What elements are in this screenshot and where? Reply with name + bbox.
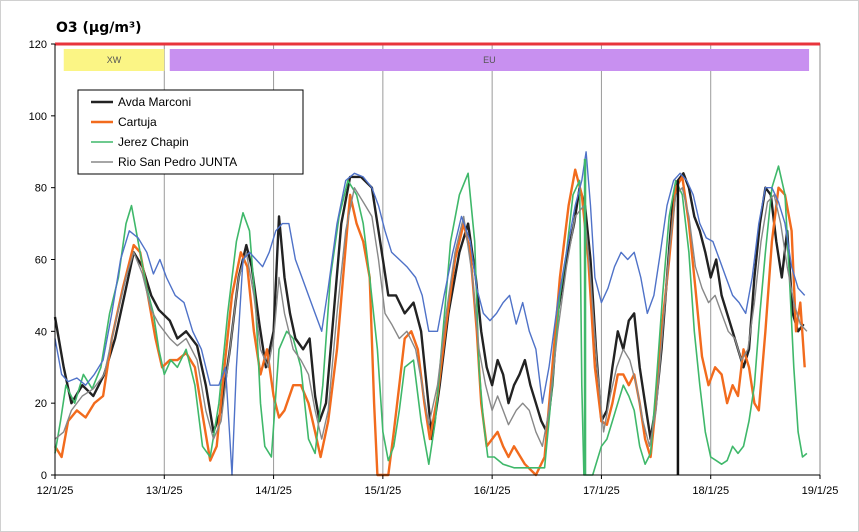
series-line-4 <box>54 151 806 476</box>
y-tick-label: 20 <box>35 398 47 410</box>
x-tick-label: 19/1/25 <box>802 485 839 497</box>
series-lines <box>53 151 808 477</box>
x-tick-label: 13/1/25 <box>146 485 183 497</box>
chart-title: O3 (µg/m³) <box>56 20 142 36</box>
x-tick-label: 12/1/25 <box>37 485 74 497</box>
legend-label: Avda Marconi <box>118 95 191 109</box>
legend: Avda Marconi Cartuja Jerez Chapin Rio San P… <box>77 89 304 175</box>
legend-box <box>77 89 304 175</box>
x-tick-label: 16/1/25 <box>474 485 511 497</box>
y-tick-label: 0 <box>41 470 47 482</box>
y-tick-label: 40 <box>35 326 47 338</box>
band-xw <box>63 49 165 71</box>
legend-label: Cartuja <box>118 115 157 129</box>
legend-label: Rio San Pedro JUNTA <box>118 155 237 169</box>
y-tick-label: 60 <box>35 255 47 267</box>
x-tick-label: 18/1/25 <box>692 485 729 497</box>
axes: 0 20 40 60 80 100 120 12/1/25 13/1/25 14/1/25 15/1… <box>29 39 839 497</box>
x-tick-label: 14/1/25 <box>255 485 292 497</box>
x-tick-label: 15/1/25 <box>365 485 402 497</box>
legend-label: Jerez Chapin <box>118 135 189 149</box>
x-tick-label: 17/1/25 <box>583 485 620 497</box>
y-tick-label: 80 <box>35 183 47 195</box>
series-line-3 <box>54 187 808 447</box>
y-tick-label: 100 <box>29 111 47 123</box>
period-bands: XW EU <box>63 49 810 71</box>
band-eu <box>169 49 810 71</box>
series-line-2 <box>54 165 808 476</box>
y-tick-label: 120 <box>29 39 47 51</box>
band-label: EU <box>483 55 496 65</box>
series-line-1 <box>53 168 806 477</box>
band-label: XW <box>107 55 122 65</box>
